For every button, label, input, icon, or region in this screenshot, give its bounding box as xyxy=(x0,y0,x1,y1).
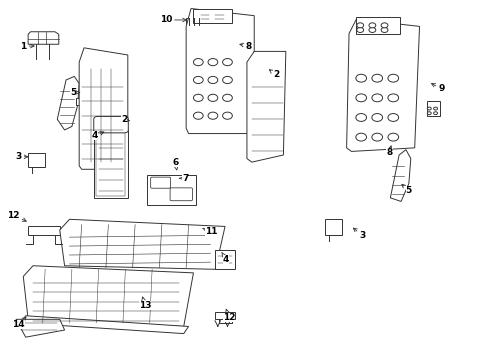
Circle shape xyxy=(387,133,398,141)
Bar xyxy=(28,153,45,167)
Text: 6: 6 xyxy=(172,158,178,170)
Text: 5: 5 xyxy=(70,88,80,97)
Bar xyxy=(215,312,234,319)
Circle shape xyxy=(222,76,232,84)
Circle shape xyxy=(368,23,375,28)
Circle shape xyxy=(387,113,398,121)
Circle shape xyxy=(433,107,437,110)
Circle shape xyxy=(355,74,366,82)
Polygon shape xyxy=(346,19,419,152)
Circle shape xyxy=(380,23,387,28)
Circle shape xyxy=(207,59,217,66)
Text: 10: 10 xyxy=(159,15,186,24)
Bar xyxy=(94,130,127,198)
Text: 14: 14 xyxy=(12,317,26,329)
Bar xyxy=(96,132,125,196)
Text: 13: 13 xyxy=(138,297,151,310)
Circle shape xyxy=(371,133,382,141)
Bar xyxy=(193,9,232,23)
Circle shape xyxy=(207,76,217,84)
Text: 7: 7 xyxy=(179,174,188,183)
Bar xyxy=(324,219,341,235)
Circle shape xyxy=(355,133,366,141)
Circle shape xyxy=(433,112,437,114)
Circle shape xyxy=(222,112,232,119)
Text: 11: 11 xyxy=(202,227,217,236)
Circle shape xyxy=(193,59,203,66)
Circle shape xyxy=(207,94,217,102)
Circle shape xyxy=(371,74,382,82)
Text: 1: 1 xyxy=(20,41,34,50)
Text: 12: 12 xyxy=(7,211,26,221)
Text: 9: 9 xyxy=(431,84,444,93)
Circle shape xyxy=(387,94,398,102)
Polygon shape xyxy=(246,51,285,162)
Text: 4: 4 xyxy=(222,252,229,264)
Text: 4: 4 xyxy=(91,131,103,140)
Polygon shape xyxy=(57,76,79,130)
Bar xyxy=(426,102,440,116)
Polygon shape xyxy=(23,266,193,327)
Polygon shape xyxy=(16,319,64,337)
Circle shape xyxy=(222,94,232,102)
Bar xyxy=(76,98,81,105)
Circle shape xyxy=(356,27,363,32)
Circle shape xyxy=(193,76,203,84)
Text: 12: 12 xyxy=(222,309,235,322)
Text: 2: 2 xyxy=(121,116,129,125)
Polygon shape xyxy=(28,32,59,44)
Circle shape xyxy=(427,107,430,110)
Circle shape xyxy=(355,113,366,121)
Text: 8: 8 xyxy=(240,41,251,50)
Polygon shape xyxy=(186,9,254,134)
Bar xyxy=(28,226,60,235)
Circle shape xyxy=(371,94,382,102)
Circle shape xyxy=(207,112,217,119)
Polygon shape xyxy=(60,219,224,269)
Bar xyxy=(356,18,399,33)
Circle shape xyxy=(193,94,203,102)
Text: 3: 3 xyxy=(15,152,28,161)
FancyBboxPatch shape xyxy=(170,188,192,201)
Text: 5: 5 xyxy=(401,184,411,195)
Circle shape xyxy=(427,112,430,114)
FancyBboxPatch shape xyxy=(150,177,170,188)
Circle shape xyxy=(368,27,375,32)
Bar xyxy=(186,18,205,24)
Polygon shape xyxy=(79,48,127,169)
Circle shape xyxy=(387,74,398,82)
Circle shape xyxy=(380,27,387,32)
Circle shape xyxy=(371,113,382,121)
Text: 8: 8 xyxy=(386,146,392,157)
FancyBboxPatch shape xyxy=(94,116,128,133)
Bar xyxy=(215,249,234,269)
Circle shape xyxy=(193,112,203,119)
Circle shape xyxy=(356,23,363,28)
Circle shape xyxy=(222,59,232,66)
Polygon shape xyxy=(389,150,410,202)
Bar xyxy=(147,175,196,205)
Polygon shape xyxy=(21,316,188,334)
Circle shape xyxy=(355,94,366,102)
Text: 3: 3 xyxy=(353,228,365,240)
Text: 2: 2 xyxy=(269,70,279,79)
